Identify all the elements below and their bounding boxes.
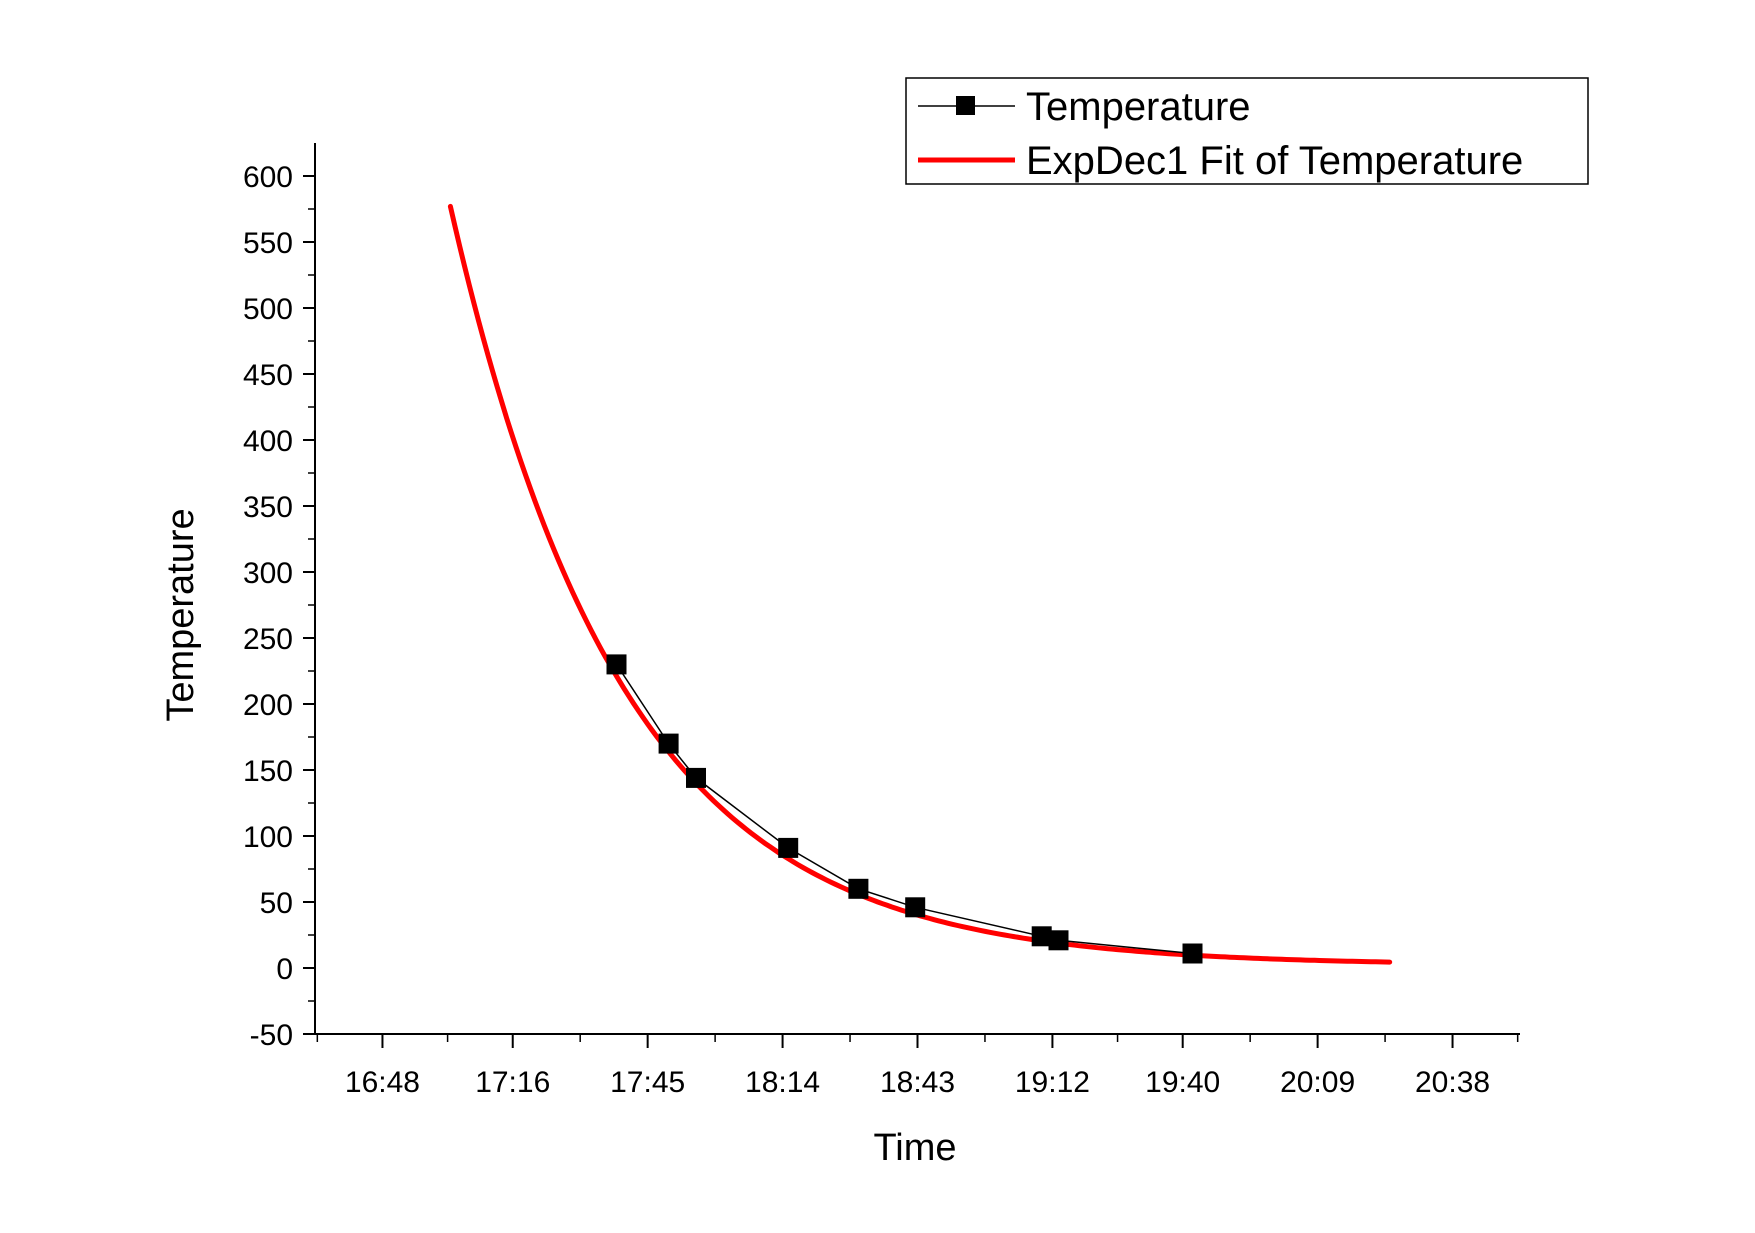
x-tick-label: 20:09 (1280, 1066, 1355, 1099)
y-tick-label: 250 (243, 623, 293, 656)
legend-temperature-label: Temperature (1026, 85, 1251, 129)
y-tick-label: 150 (243, 755, 293, 788)
temperature-markers (606, 654, 1203, 964)
fit-curve (447, 203, 1393, 965)
y-tick-label: 500 (243, 293, 293, 326)
y-axis-title: Temperature (160, 508, 202, 721)
legend: Temperature ExpDec1 Fit of Temperature (905, 77, 1589, 185)
legend-box (905, 77, 1589, 185)
y-tick-label: 450 (243, 359, 293, 392)
legend-fit-label: ExpDec1 Fit of Temperature (1026, 139, 1523, 183)
y-tick-label: -50 (250, 1019, 293, 1052)
x-tick-label: 18:43 (880, 1066, 955, 1099)
y-tick-label: 0 (276, 953, 293, 986)
x-tick-label: 18:14 (745, 1066, 820, 1099)
y-tick-label: 600 (243, 161, 293, 194)
x-tick-label: 17:45 (610, 1066, 685, 1099)
y-tick-label: 350 (243, 491, 293, 524)
y-tick-label: 200 (243, 689, 293, 722)
x-tick-label: 19:40 (1145, 1066, 1220, 1099)
x-tick-label: 19:12 (1015, 1066, 1090, 1099)
x-axis-title: Time (873, 1127, 956, 1169)
y-tick-label: 550 (243, 227, 293, 260)
fit-series (447, 203, 1393, 965)
x-tick-label: 17:16 (475, 1066, 550, 1099)
y-axis-ticks: -50 0 50 100 150 200 250 300 350 400 450 500 550 600 (243, 161, 315, 1052)
y-tick-label: 400 (243, 425, 293, 458)
x-axis-ticks: 16:48 17:16 17:45 18:14 18:43 19:12 19:40 20:09… (316, 1034, 1519, 1099)
x-tick-label: 20:38 (1415, 1066, 1490, 1099)
y-tick-label: 50 (260, 887, 293, 920)
y-tick-label: 300 (243, 557, 293, 590)
legend-temperature-marker (956, 96, 975, 115)
x-tick-label: 16:48 (345, 1066, 420, 1099)
temperature-line (615, 663, 1193, 955)
y-tick-label: 100 (243, 821, 293, 854)
